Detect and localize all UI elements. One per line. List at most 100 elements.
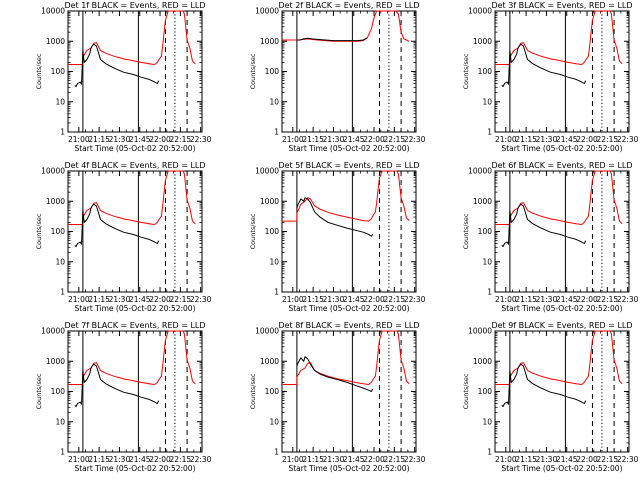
x-axis-label: Start Time (05-Oct-02 20:52:00) xyxy=(288,464,409,473)
y-tick-label: 1000 xyxy=(473,37,492,46)
x-tick-label: 22:15 xyxy=(597,455,619,464)
y-axis-label: Counts/sec xyxy=(35,213,43,249)
series-lld xyxy=(282,170,410,222)
y-axis-label: Counts/sec xyxy=(462,213,470,249)
y-axis-label: Counts/sec xyxy=(462,373,470,409)
series-lld xyxy=(495,10,623,65)
y-axis-label: Counts/sec xyxy=(249,53,257,89)
series-events xyxy=(296,197,374,237)
x-tick-label: 22:30 xyxy=(617,455,639,464)
x-tick-label: 21:15 xyxy=(88,455,110,464)
x-tick-label: 22:15 xyxy=(384,295,406,304)
panel-title: Det 9f BLACK = Events, RED = LLD xyxy=(491,321,632,330)
plot-frame xyxy=(67,170,203,293)
panel-title: Det 5f BLACK = Events, RED = LLD xyxy=(278,161,419,170)
x-tick-label: 21:15 xyxy=(515,135,537,144)
x-tick-label: 21:45 xyxy=(343,295,365,304)
series-events xyxy=(74,203,160,247)
x-tick-label: 21:15 xyxy=(302,455,324,464)
y-tick-label: 100 xyxy=(51,227,66,236)
x-tick-label: 22:15 xyxy=(170,135,192,144)
x-tick-label: 21:15 xyxy=(515,455,537,464)
y-tick-label: 10000 xyxy=(468,167,492,176)
panel-title: Det 2f BLACK = Events, RED = LLD xyxy=(278,1,419,10)
y-tick-label: 1 xyxy=(487,128,492,137)
panel-title: Det 3f BLACK = Events, RED = LLD xyxy=(491,1,632,10)
x-tick-label: 21:30 xyxy=(323,455,345,464)
y-tick-label: 1 xyxy=(487,288,492,297)
x-tick-label: 21:15 xyxy=(515,295,537,304)
x-tick-label: 21:00 xyxy=(68,135,90,144)
y-tick-label: 100 xyxy=(265,387,280,396)
series-events xyxy=(74,363,160,407)
x-tick-label: 21:30 xyxy=(536,135,558,144)
x-tick-label: 21:15 xyxy=(302,295,324,304)
y-tick-label: 1 xyxy=(60,128,65,137)
x-axis-label: Start Time (05-Oct-02 20:52:00) xyxy=(74,144,195,153)
y-tick-label: 10 xyxy=(482,257,492,266)
y-tick-label: 10000 xyxy=(468,7,492,16)
series-lld xyxy=(495,330,623,385)
x-tick-label: 21:45 xyxy=(556,295,578,304)
series-lld xyxy=(68,10,196,65)
y-tick-label: 10000 xyxy=(468,327,492,336)
panel-det-7: Det 7f BLACK = Events, RED = LLD 1 10 100 10… xyxy=(35,321,212,473)
x-tick-label: 21:30 xyxy=(323,295,345,304)
x-axis-label: Start Time (05-Oct-02 20:52:00) xyxy=(501,464,622,473)
y-tick-label: 1000 xyxy=(46,197,65,206)
x-tick-label: 21:45 xyxy=(556,455,578,464)
x-tick-label: 21:00 xyxy=(68,295,90,304)
x-tick-label: 22:00 xyxy=(149,135,171,144)
x-tick-label: 21:45 xyxy=(556,135,578,144)
panel-det-3: Det 3f BLACK = Events, RED = LLD 1 10 100 10… xyxy=(462,1,639,153)
x-tick-label: 22:30 xyxy=(404,295,426,304)
y-axis-label: Counts/sec xyxy=(249,373,257,409)
panel-det-6: Det 6f BLACK = Events, RED = LLD 1 10 100 10… xyxy=(462,161,639,313)
x-tick-label: 21:15 xyxy=(88,295,110,304)
x-tick-label: 22:15 xyxy=(384,135,406,144)
y-tick-label: 1000 xyxy=(260,37,279,46)
y-tick-label: 10 xyxy=(55,417,65,426)
x-tick-label: 22:30 xyxy=(190,135,212,144)
y-tick-label: 100 xyxy=(478,227,493,236)
x-tick-label: 21:30 xyxy=(109,455,131,464)
y-axis-label: Counts/sec xyxy=(462,53,470,89)
series-lld xyxy=(282,330,410,385)
x-tick-label: 22:15 xyxy=(597,295,619,304)
y-tick-label: 10 xyxy=(482,417,492,426)
y-tick-label: 1000 xyxy=(260,357,279,366)
x-tick-label: 21:00 xyxy=(282,295,304,304)
x-tick-label: 21:45 xyxy=(129,455,151,464)
x-tick-label: 21:00 xyxy=(495,455,517,464)
x-tick-label: 21:30 xyxy=(109,135,131,144)
y-tick-label: 100 xyxy=(478,67,493,76)
y-tick-label: 10 xyxy=(55,257,65,266)
y-tick-label: 10000 xyxy=(41,7,65,16)
panel-det-1: Det 1f BLACK = Events, RED = LLD 1 10 100 10… xyxy=(35,1,212,153)
x-tick-label: 21:45 xyxy=(129,135,151,144)
x-tick-label: 22:15 xyxy=(170,455,192,464)
y-tick-label: 1 xyxy=(274,448,279,457)
y-tick-label: 10 xyxy=(269,417,279,426)
series-events xyxy=(296,37,368,42)
y-tick-label: 1000 xyxy=(473,197,492,206)
x-tick-label: 21:00 xyxy=(495,135,517,144)
x-tick-label: 22:00 xyxy=(363,455,385,464)
y-tick-label: 1 xyxy=(60,448,65,457)
y-tick-label: 100 xyxy=(478,387,493,396)
plot-frame xyxy=(281,170,417,293)
x-tick-label: 21:00 xyxy=(282,135,304,144)
x-axis-label: Start Time (05-Oct-02 20:52:00) xyxy=(74,464,195,473)
y-tick-label: 1 xyxy=(60,288,65,297)
x-tick-label: 22:30 xyxy=(404,135,426,144)
x-axis-label: Start Time (05-Oct-02 20:52:00) xyxy=(288,304,409,313)
plot-frame xyxy=(494,170,630,293)
x-tick-label: 22:30 xyxy=(190,455,212,464)
y-tick-label: 100 xyxy=(51,67,66,76)
y-tick-label: 10 xyxy=(482,97,492,106)
plot-frame xyxy=(67,330,203,453)
x-tick-label: 21:45 xyxy=(129,295,151,304)
panel-det-9: Det 9f BLACK = Events, RED = LLD 1 10 100 10… xyxy=(462,321,639,473)
y-tick-label: 10000 xyxy=(41,167,65,176)
series-lld xyxy=(282,10,410,42)
